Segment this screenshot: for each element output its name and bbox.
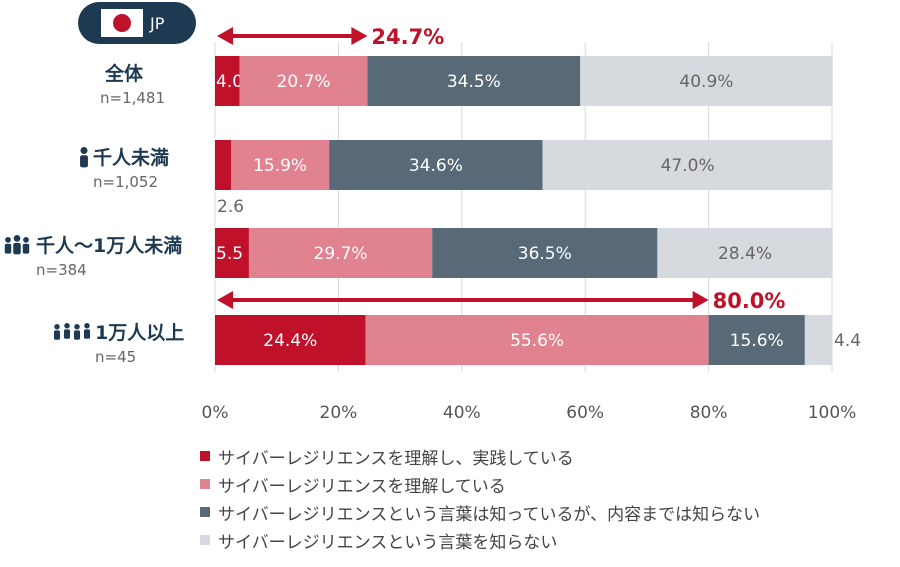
category-label: 全体	[104, 62, 144, 85]
bar-data-label: 4.0	[216, 72, 243, 92]
legend-label: サイバーレジリエンスという言葉は知っているが、内容までは知らない	[218, 504, 761, 525]
legend-swatch	[200, 479, 210, 489]
person-icon	[80, 147, 88, 168]
bar-segment	[580, 56, 833, 106]
bar-segment	[215, 56, 240, 106]
bar-segment	[215, 315, 366, 365]
x-tick-label: 80%	[690, 403, 728, 423]
x-tick-label: 20%	[320, 403, 358, 423]
legend: サイバーレジリエンスを理解し、実践している サイバーレジリエンスを理解しているサイ…	[200, 442, 760, 554]
category-label: 千人未満	[93, 146, 169, 169]
bar-segment	[804, 315, 832, 365]
x-tick-label: 0%	[202, 403, 229, 423]
legend-swatch	[200, 507, 210, 517]
sample-size-label: n=1,052	[93, 173, 158, 191]
legend-label: サイバーレジリエンスを理解している	[218, 476, 506, 497]
stacked-bar-chart: JP 4.0 20.7% 34.5% 40.9% 2.6 15.9% 34.6% 47.0% 5…	[4, 2, 861, 423]
legend-item: サイバーレジリエンスを理解し、実践している	[200, 442, 760, 470]
bar-data-label: 55.6%	[510, 331, 564, 351]
people-icon	[4, 235, 30, 255]
bar-segment	[657, 228, 833, 278]
bar-segment	[432, 228, 658, 278]
bar-segment	[215, 140, 232, 190]
annotation-arrow	[217, 27, 368, 45]
bar-data-label: 24.4%	[263, 331, 317, 351]
bar-data-label: 28.4%	[718, 244, 772, 264]
legend-swatch	[200, 451, 210, 461]
legend-item: サイバーレジリエンスという言葉は知っているが、内容までは知らない	[200, 498, 760, 526]
legend-item: サイバーレジリエンスという言葉を知らない	[200, 526, 760, 554]
annotation-arrow	[217, 291, 709, 309]
bar-data-label: 29.7%	[314, 244, 368, 264]
bar-segment	[215, 228, 249, 278]
bars: 4.0 20.7% 34.5% 40.9% 2.6 15.9% 34.6% 47.0% 5.5 2…	[215, 56, 861, 365]
bar-data-label: 4.4	[834, 331, 861, 351]
legend-label: サイバーレジリエンスを理解し、実践している	[218, 448, 574, 469]
bar-segment	[329, 140, 543, 190]
bar-segment	[365, 315, 709, 365]
annotation-label: 24.7%	[371, 25, 444, 49]
legend-swatch	[200, 535, 210, 545]
bar-segment	[367, 56, 581, 106]
x-tick-label: 60%	[566, 403, 604, 423]
bar-data-label: 40.9%	[679, 72, 733, 92]
bar-segment	[231, 140, 330, 190]
bar-segment	[248, 228, 433, 278]
bar-data-label: 34.5%	[447, 72, 501, 92]
annotation-label: 80.0%	[713, 289, 786, 313]
country-badge: JP	[78, 2, 196, 44]
bar-segment	[708, 315, 805, 365]
country-label: JP	[149, 14, 165, 33]
category-labels: 全体 n=1,481 千人未満 n=1,052 千人～1万人未満 n=384 1万人以上 n=…	[4, 62, 184, 366]
x-tick-label: 100%	[808, 403, 857, 423]
sample-size-label: n=384	[36, 261, 87, 279]
annotations: 24.7% 80.0%	[217, 25, 785, 313]
sample-size-label: n=1,481	[100, 89, 165, 107]
bar-segment	[239, 56, 368, 106]
legend-label: サイバーレジリエンスという言葉を知らない	[218, 532, 558, 553]
legend-item: サイバーレジリエンスを理解している	[200, 470, 760, 498]
bar-data-label: 2.6	[217, 197, 244, 217]
sample-size-label: n=45	[95, 348, 136, 366]
category-label: 千人～1万人未満	[36, 234, 182, 257]
bar-data-label: 34.6%	[409, 156, 463, 176]
crowd-icon	[53, 323, 91, 340]
x-axis: 0% 20% 40% 60% 80% 100%	[202, 403, 857, 423]
bar-segment	[542, 140, 833, 190]
bar-data-label: 20.7%	[277, 72, 331, 92]
bar-data-label: 15.6%	[730, 331, 784, 351]
bar-data-label: 47.0%	[661, 156, 715, 176]
x-tick-label: 40%	[443, 403, 481, 423]
category-label: 1万人以上	[95, 322, 184, 344]
bar-data-label: 36.5%	[518, 244, 572, 264]
bar-data-label: 15.9%	[253, 156, 307, 176]
bar-data-label: 5.5	[216, 244, 243, 264]
